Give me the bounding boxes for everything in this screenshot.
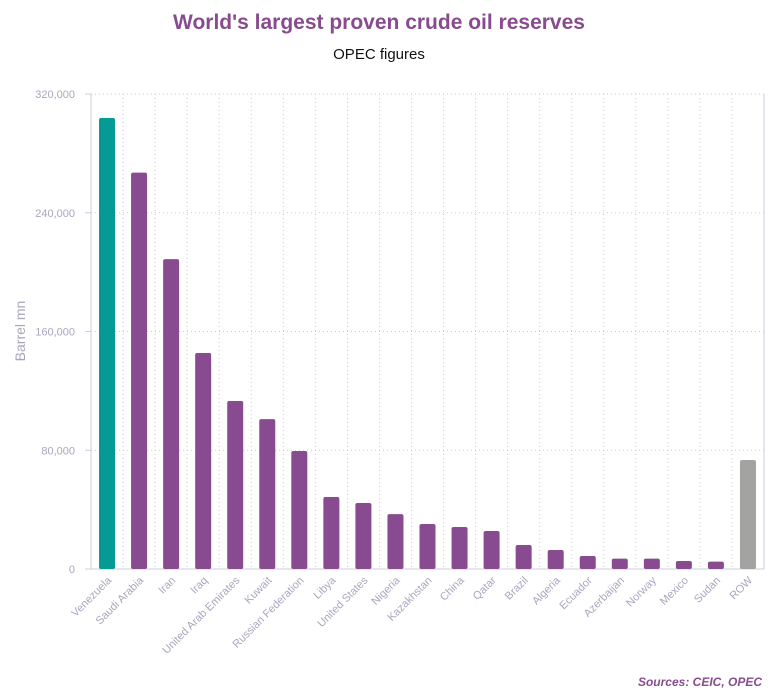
bar-qatar [483,531,500,569]
bar-iraq [195,353,212,569]
y-tick-label: 160,000 [35,327,75,339]
x-tick-label: ROW [728,574,756,602]
bar-sudan [707,561,724,569]
bar-china [451,526,468,569]
y-axis-label: Barrel mn [12,301,28,362]
bar-united-states [355,502,372,569]
bar-united-arab-emirates [227,400,244,569]
bar-saudi-arabia [131,172,148,569]
bar-row [739,460,756,569]
x-tick-label: Iraq [188,575,210,597]
x-tick-label: Iran [156,575,178,597]
chart-subtitle: OPEC figures [333,46,425,63]
y-tick-label: 320,000 [35,89,75,101]
bar-iran [163,259,180,569]
bar-kazakhstan [419,524,436,569]
y-tick-label: 240,000 [35,208,75,220]
x-tick-label: Norway [624,574,659,609]
x-tick-label: Brazil [503,575,531,603]
bar-norway [643,558,660,569]
y-tick-label: 0 [69,564,75,576]
bar-libya [323,497,340,569]
bar-kuwait [259,419,276,569]
x-tick-label: Mexico [658,575,691,608]
source-note: Sources: CEIC, OPEC [637,675,762,689]
chart-title: World's largest proven crude oil reserve… [173,11,585,34]
bar-mexico [675,560,692,569]
x-tick-label: Qatar [471,574,499,602]
x-tick-label: Sudan [692,575,723,606]
bar-algeria [547,550,564,569]
bar-venezuela [99,118,116,569]
bar-russian-federation [291,450,308,569]
x-tick-label: Libya [311,574,339,602]
x-tick-label: China [438,574,467,603]
bar-ecuador [579,555,596,569]
bar-brazil [515,544,532,569]
y-tick-label: 80,000 [41,445,75,457]
bar-azerbaijan [611,558,628,569]
bar-nigeria [387,514,404,569]
